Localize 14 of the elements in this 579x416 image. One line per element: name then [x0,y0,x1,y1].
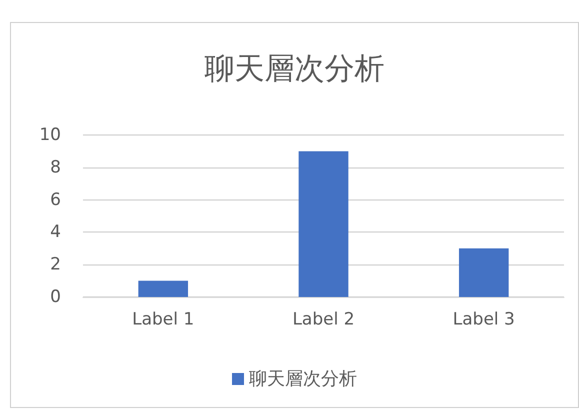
bar [138,280,188,297]
x-tick-label: Label 1 [132,310,194,330]
y-tick-label: 2 [50,254,61,275]
bar [458,248,509,297]
bar [298,151,348,297]
y-tick-label: 0 [50,287,61,307]
y-tick-label: 8 [50,157,61,178]
y-tick-label: 6 [50,190,61,210]
chart-title: 聊天層次分析 [204,52,384,86]
y-tick-label: 4 [50,222,61,242]
x-tick-label: Label 2 [292,310,355,330]
x-tick-label: Label 3 [452,310,515,330]
y-tick-label: 10 [39,125,61,145]
legend-label: 聊天層次分析 [249,368,357,390]
